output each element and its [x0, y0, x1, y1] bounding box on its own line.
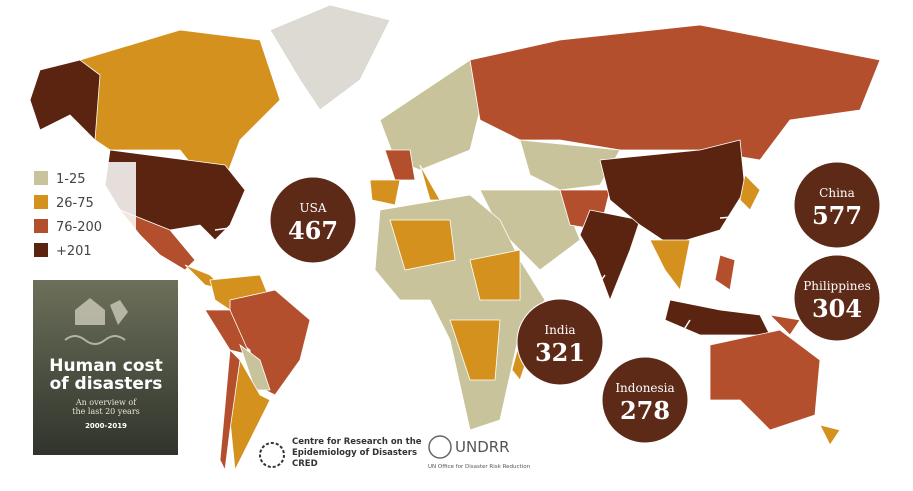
cred-text: CRED: [292, 459, 318, 469]
cover-subtitle: the last 20 years: [72, 407, 140, 416]
legend-swatch: [34, 195, 48, 209]
italy: [419, 164, 441, 201]
russia: [469, 24, 881, 161]
leader-line: [214, 221, 276, 231]
legend-label: 76-200: [56, 220, 102, 235]
southeast-asia: [649, 239, 691, 291]
callout-country: USA: [300, 201, 327, 215]
callout-circle: [793, 254, 881, 342]
cover-wave: [64, 335, 126, 345]
un-emblem: [428, 435, 452, 459]
cover-title: of disasters: [50, 374, 163, 394]
callout-circle: [601, 356, 689, 444]
callout-circle: [516, 298, 604, 386]
callout-value: 577: [812, 201, 862, 230]
cover-subtitle: An overview of: [75, 398, 137, 407]
new-zealand: [819, 424, 841, 446]
australia: [709, 329, 821, 431]
france: [384, 149, 416, 181]
leader-line: [734, 274, 796, 296]
legend-label: 26-75: [56, 196, 94, 211]
cred-text: Centre for Research on the: [292, 437, 422, 447]
undrr-text: UNDRR: [455, 438, 510, 456]
india: [579, 209, 641, 302]
cred-logo: Centre for Research on the Epidemiology …: [259, 437, 422, 469]
chile: [219, 349, 241, 472]
east-africa: [469, 249, 521, 301]
legend-swatch: [34, 219, 48, 233]
legend-label: +201: [56, 244, 92, 259]
leader-lines: [214, 211, 796, 361]
legend: 1-25 26-75 76-200 +201: [34, 171, 102, 259]
callout-value: 278: [620, 396, 670, 425]
callout-country: China: [819, 186, 855, 200]
south-africa: [449, 319, 501, 381]
cover-title: Human cost: [49, 356, 163, 376]
callout-circle: [793, 161, 881, 249]
callout-value: 467: [288, 216, 338, 245]
callout-country: India: [544, 323, 575, 337]
world-map: [29, 4, 881, 472]
undrr-logo: UNDRR UN Office for Disaster Risk Reduct…: [428, 435, 531, 470]
report-cover: Human cost of disasters An overview of t…: [33, 280, 178, 477]
callout-circle: [269, 176, 357, 264]
cred-mark: [259, 442, 285, 468]
legend-swatch: [34, 171, 48, 185]
papua: [768, 314, 801, 336]
callout-country: Philippines: [803, 279, 871, 293]
indonesia: [664, 299, 771, 336]
philippines: [714, 254, 736, 291]
leader-line: [719, 211, 796, 219]
china: [599, 139, 746, 246]
alaska: [29, 59, 101, 141]
mexico: [118, 209, 196, 271]
cover-years: 2000-2019: [85, 422, 127, 430]
west-africa: [389, 219, 456, 271]
cover: [33, 280, 178, 460]
cover-icons: [75, 298, 128, 325]
leader-line: [664, 319, 691, 361]
bolivia: [239, 343, 271, 391]
cred-text: Epidemiology of Disasters: [292, 448, 417, 458]
legend-swatch: [34, 243, 48, 257]
cover-footer: [33, 455, 178, 477]
japan: [739, 174, 761, 211]
leader-line: [579, 274, 606, 311]
callout-country: Indonesia: [615, 381, 674, 395]
callout-value: 304: [812, 294, 862, 323]
undrr-subtext: UN Office for Disaster Risk Reduction: [428, 464, 531, 470]
legend-label: 1-25: [56, 172, 86, 187]
central-asia: [519, 139, 621, 191]
greenland: [269, 4, 391, 111]
spain: [369, 179, 401, 206]
callout-value: 321: [535, 338, 585, 367]
